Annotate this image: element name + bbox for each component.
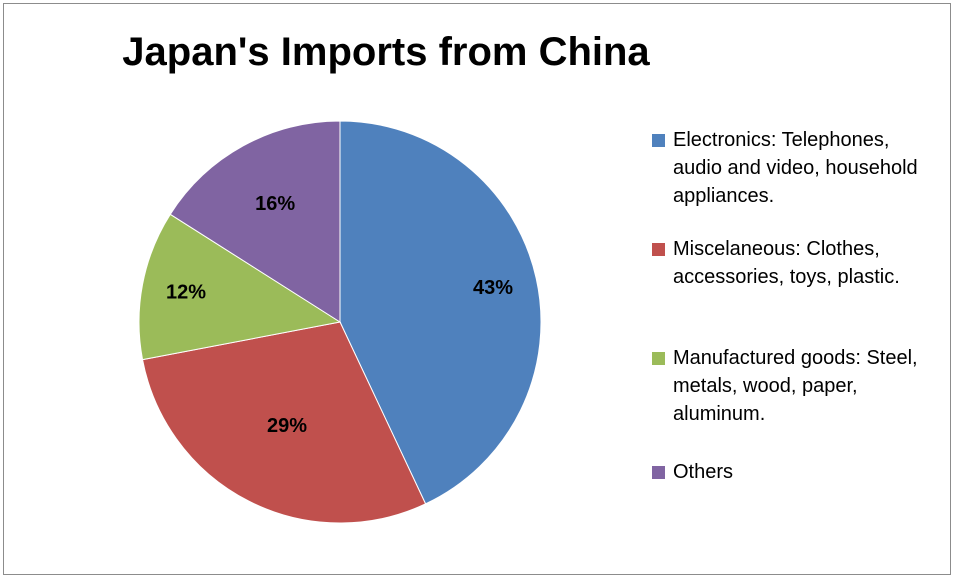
pie-label-manufactured-goods: 12% — [166, 282, 206, 304]
pie-label-electronics: 43% — [473, 277, 513, 299]
pie-label-miscelaneous: 29% — [267, 415, 307, 437]
legend-swatch-others — [652, 466, 665, 479]
legend-label-miscelaneous: Miscelaneous: Clothes, accessories, toys… — [673, 238, 900, 288]
pie-slice-manufactured-goods — [138, 213, 342, 361]
legend-label-electronics: Electronics: Telephones, audio and video… — [673, 129, 918, 207]
legend-swatch-manufactured-goods — [652, 352, 665, 365]
pie-slices — [138, 120, 542, 524]
legend-swatch-miscelaneous — [652, 243, 665, 256]
pie-slice-electronics — [339, 120, 542, 505]
pie-labels: 43% 29% 12% 16% — [166, 193, 513, 437]
legend-swatch-electronics — [652, 134, 665, 147]
chart-title: Japan's Imports from China — [122, 30, 650, 74]
pie-slice-miscelaneous — [141, 321, 427, 524]
pie-slice-others — [169, 120, 341, 323]
legend-label-manufactured-goods: Manufactured goods: Steel, metals, wood,… — [673, 347, 918, 425]
legend-label-others: Others — [673, 461, 734, 483]
pie-label-others: 16% — [255, 193, 295, 215]
